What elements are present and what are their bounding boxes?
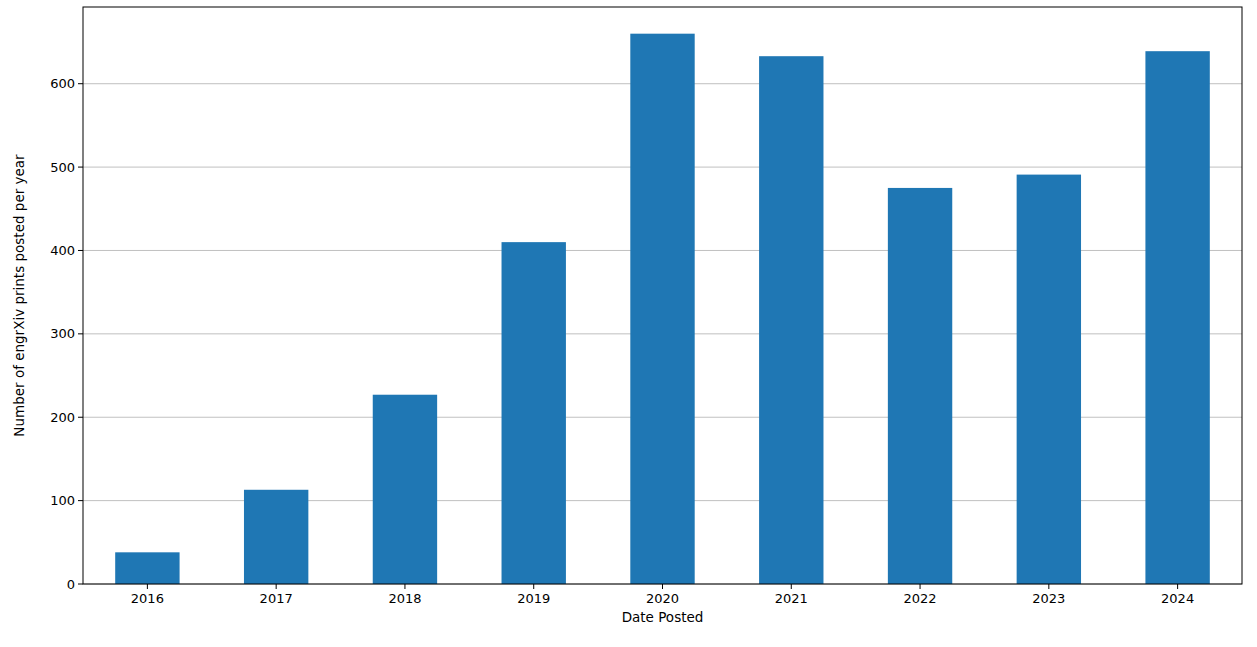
x-tick-label: 2020 [646,591,679,606]
y-tick-label: 500 [50,160,75,175]
y-tick [78,83,83,84]
x-tick-label: 2016 [131,591,164,606]
bar [115,552,179,584]
y-tick-label: 600 [50,76,75,91]
y-tick-label: 100 [50,493,75,508]
x-tick [147,584,148,589]
x-tick [791,584,792,589]
bar [244,490,308,584]
x-tick [920,584,921,589]
bar [630,34,694,584]
x-axis: 2016 2017 2018 2019 2020 2021 2022 2023 2024 [131,584,1194,606]
x-tick [1177,584,1178,589]
y-tick [78,500,83,501]
x-tick [533,584,534,589]
bar [502,242,566,584]
x-tick [1048,584,1049,589]
y-tick [78,250,83,251]
bars [115,34,1210,584]
x-tick-label: 2018 [388,591,421,606]
plot-frame [83,7,1242,584]
x-tick [276,584,277,589]
y-axis-label: Number of engrXiv prints posted per year [11,154,27,437]
chart-container: 0100200300400500600201620172018201920202… [0,0,1257,647]
x-tick [404,584,405,589]
x-tick-label: 2019 [517,591,550,606]
bar [888,188,952,584]
bar [759,56,823,584]
y-tick [78,584,83,585]
bar [1017,175,1081,584]
bar [373,395,437,584]
x-tick-label: 2024 [1161,591,1194,606]
y-tick-label: 300 [50,326,75,341]
x-tick [662,584,663,589]
y-axis: 0 100 200 300 400 500 600 [50,76,83,591]
y-tick-label: 400 [50,243,75,258]
x-tick-label: 2022 [904,591,937,606]
x-axis-label: Date Posted [622,609,704,625]
chart-svg: 0100200300400500600201620172018201920202… [0,0,1257,647]
x-tick-label: 2021 [775,591,808,606]
y-tick-label: 0 [67,577,75,592]
y-tick [78,167,83,168]
x-tick-label: 2023 [1032,591,1065,606]
x-tick-label: 2017 [260,591,293,606]
y-tick [78,417,83,418]
bar [1145,51,1209,584]
y-tick-label: 200 [50,410,75,425]
y-tick [78,333,83,334]
